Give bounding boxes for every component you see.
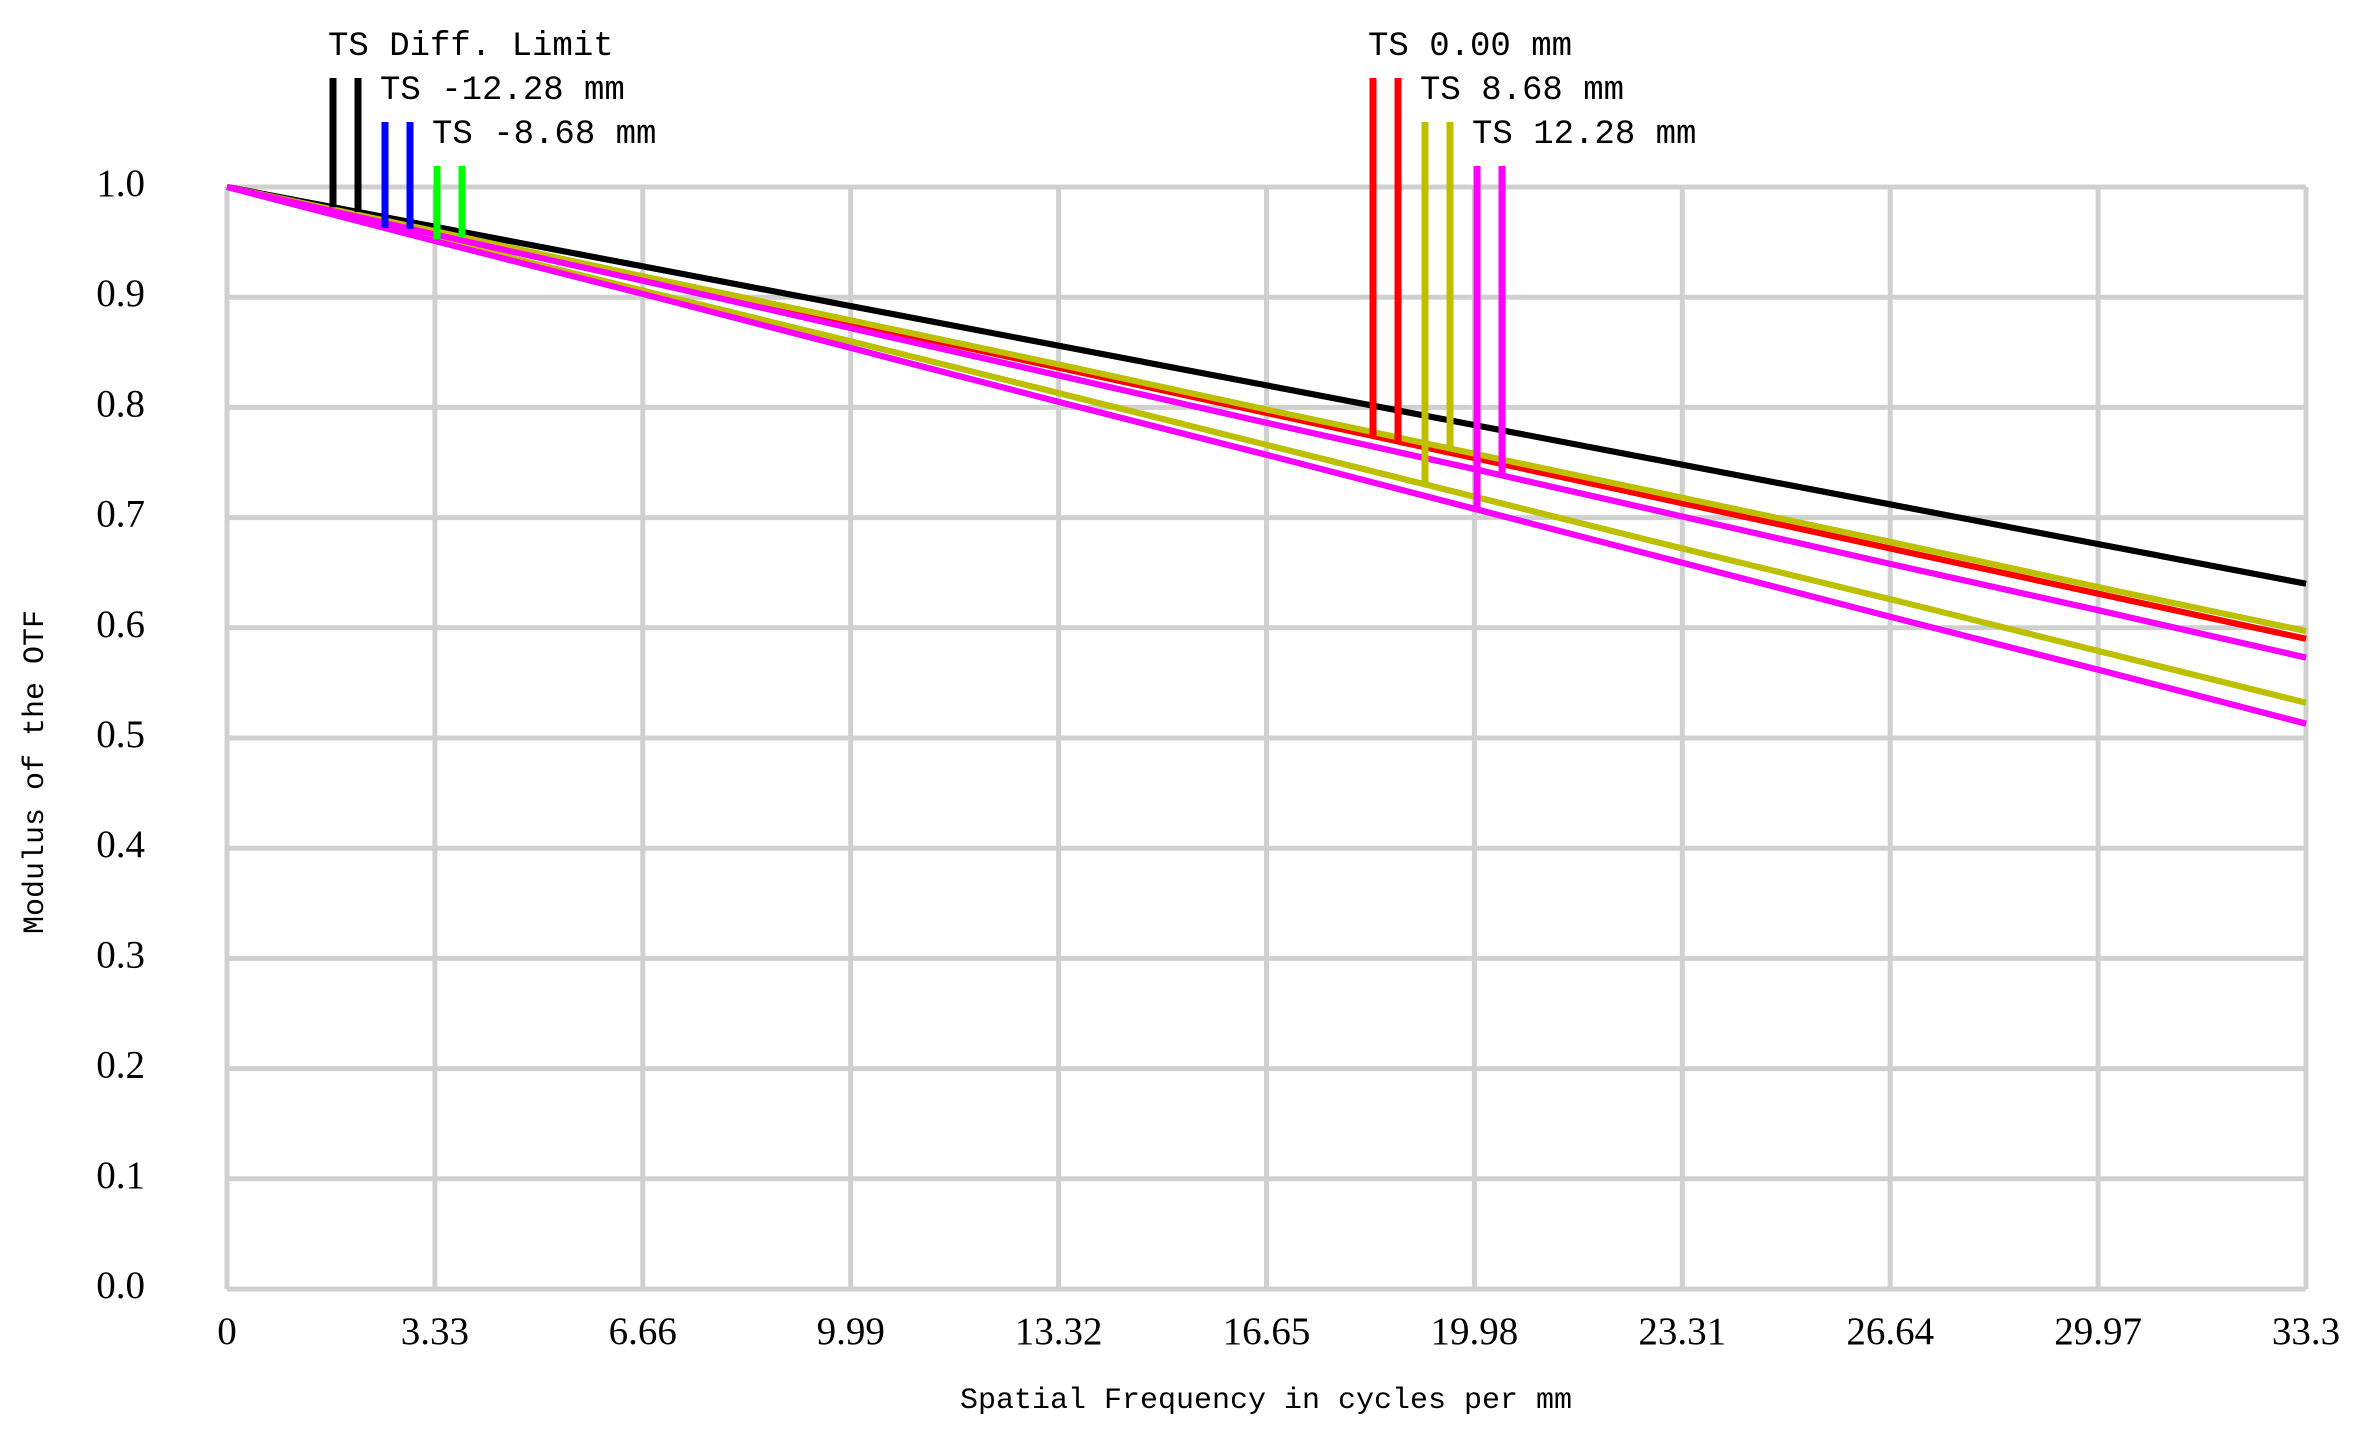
y-tick-label: 0.6: [96, 603, 145, 646]
y-tick-label: 0.0: [96, 1264, 145, 1307]
x-tick-label: 23.31: [1638, 1310, 1726, 1353]
mtf-curve: [226, 184, 2307, 587]
mtf-curve: [226, 184, 2307, 635]
legend-label: TS 8.68 mm: [1420, 72, 1624, 110]
y-tick-label: 1.0: [96, 162, 145, 205]
x-tick-label: 19.98: [1431, 1310, 1519, 1353]
x-tick-label: 26.64: [1846, 1310, 1934, 1353]
x-tick-label: 0: [217, 1310, 237, 1353]
mtf-curve: [226, 184, 2307, 727]
y-tick-label: 0.3: [96, 933, 145, 976]
x-tick-label: 13.32: [1015, 1310, 1103, 1353]
legend-label: TS 12.28 mm: [1472, 116, 1696, 154]
y-tick-label: 0.8: [96, 382, 145, 425]
x-tick-label: 3.33: [401, 1310, 469, 1353]
x-tick-label: 33.3: [2272, 1310, 2340, 1353]
legend-label: TS 0.00 mm: [1368, 28, 1572, 66]
x-tick-label: 16.65: [1223, 1310, 1311, 1353]
x-tick-label: 29.97: [2054, 1310, 2142, 1353]
x-tick-label: 6.66: [609, 1310, 677, 1353]
y-tick-label: 0.4: [96, 823, 145, 866]
mtf-curve: [226, 184, 2307, 661]
y-tick-label: 0.5: [96, 713, 145, 756]
x-tick-label: 9.99: [817, 1310, 885, 1353]
y-tick-label: 0.9: [96, 272, 145, 315]
y-axis-label: Modulus of the OTF: [19, 610, 53, 934]
legend-label: TS Diff. Limit: [328, 28, 614, 66]
legend-label: TS -8.68 mm: [432, 116, 656, 154]
y-tick-label: 0.1: [96, 1154, 145, 1197]
y-tick-label: 0.7: [96, 493, 145, 536]
y-tick-label: 0.2: [96, 1044, 145, 1087]
x-axis-label: Spatial Frequency in cycles per mm: [960, 1384, 1572, 1418]
legend-label: TS -12.28 mm: [380, 72, 625, 110]
